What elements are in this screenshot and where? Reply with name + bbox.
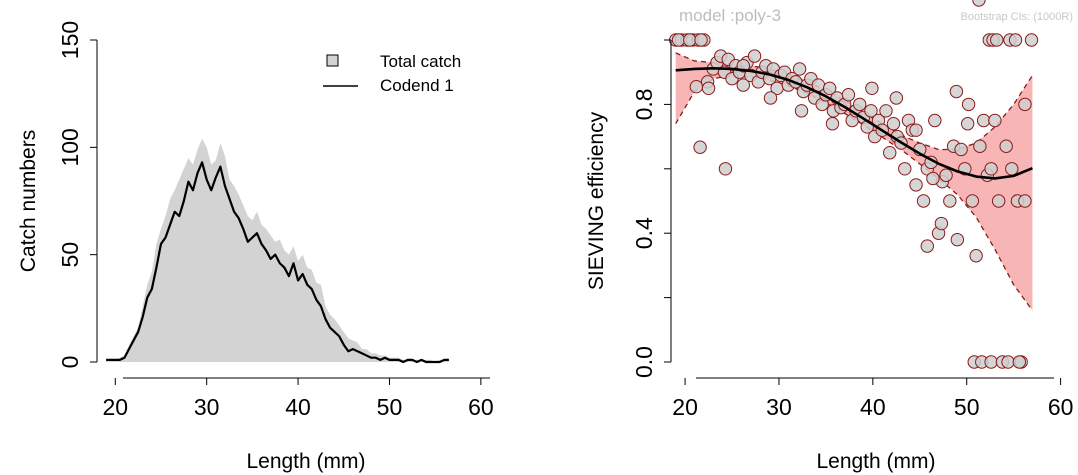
right-y-tick-label: 0.4: [631, 217, 657, 249]
data-point: [926, 171, 940, 186]
right-x-tick-label: 50: [954, 394, 980, 420]
data-point: [825, 117, 840, 131]
data-point: [928, 113, 942, 128]
data-point: [969, 249, 983, 263]
left-y-axis-title: Catch numbers: [17, 130, 40, 272]
data-point: [865, 81, 879, 96]
right-bootstrap-note: Bootstrap CIs: (1000R): [961, 11, 1074, 23]
data-point: [701, 81, 716, 96]
right-x-tick-label: 30: [766, 394, 792, 420]
data-point: [916, 194, 931, 208]
data-point: [909, 178, 923, 192]
right-y-tick-label: 0.8: [631, 88, 657, 120]
data-point: [889, 91, 904, 105]
left-x-axis-title: Length (mm): [246, 450, 365, 473]
data-point: [991, 194, 1006, 208]
left-y-tick-label: 150: [57, 21, 83, 59]
data-point: [973, 139, 987, 153]
data-point: [934, 216, 949, 231]
legend-label-codend-1: Codend 1: [380, 76, 454, 95]
data-point: [939, 168, 953, 182]
data-point: [1012, 355, 1027, 369]
data-point: [792, 62, 807, 76]
data-point: [671, 33, 686, 47]
data-point: [961, 97, 976, 112]
data-point: [965, 194, 980, 208]
data-point: [949, 84, 964, 99]
data-point: [883, 146, 897, 160]
data-point: [972, 0, 986, 7]
right-plot-area: [668, 0, 1039, 369]
left-y-tick-label: 50: [57, 242, 83, 268]
left-legend: Total catch Codend 1: [323, 52, 461, 95]
total-catch-area: [106, 138, 449, 362]
data-point: [976, 113, 991, 128]
data-point: [886, 117, 901, 131]
data-point: [950, 232, 965, 247]
left-x-tick-label: 20: [102, 394, 128, 420]
data-point: [988, 113, 1002, 128]
right-ticks: 20 30 40 50 60 0.0 0.4 0.8: [631, 39, 1074, 420]
left-chart: 20 30 40 50 60 0 50 100 150 Catch numbers Length…: [17, 21, 494, 473]
data-point: [736, 78, 750, 92]
data-point: [763, 91, 778, 105]
left-axes: [96, 40, 490, 379]
data-point: [841, 88, 856, 102]
data-point: [683, 33, 697, 47]
left-x-tick-label: 60: [468, 394, 494, 420]
right-x-tick-label: 40: [860, 394, 886, 420]
right-x-tick-label: 60: [1048, 394, 1074, 420]
codend-1-line: [106, 161, 449, 364]
right-x-axis-title: Length (mm): [816, 450, 935, 473]
left-ticks: 20 30 40 50 60 0 50 100 150: [57, 21, 494, 420]
right-y-tick-label: 0.0: [631, 346, 657, 378]
ci-upper-line: [675, 52, 1033, 151]
right-model-note: model :poly-3: [679, 6, 781, 25]
data-point: [794, 104, 809, 118]
data-point: [822, 81, 837, 96]
right-y-axis-title: SIEVING efficiency: [585, 111, 608, 290]
data-point: [853, 97, 867, 112]
right-chart: 20 30 40 50 60 0.0 0.4 0.8 SIEVING efficiency L…: [585, 0, 1073, 473]
data-point: [920, 239, 934, 253]
data-point: [1001, 355, 1015, 369]
left-y-tick-label: 100: [57, 128, 83, 166]
data-point: [984, 162, 998, 176]
data-point: [718, 162, 733, 176]
data-point: [1024, 33, 1039, 47]
left-x-tick-label: 50: [377, 394, 403, 420]
legend-label-total-catch: Total catch: [380, 52, 461, 71]
fit-curve: [675, 67, 1033, 180]
data-point: [909, 123, 923, 137]
data-point: [960, 117, 975, 131]
data-point: [943, 194, 957, 208]
data-point: [693, 140, 707, 154]
data-point: [879, 104, 893, 118]
data-point: [898, 162, 912, 176]
data-point: [954, 142, 968, 157]
data-point: [689, 79, 704, 94]
data-point: [694, 33, 708, 47]
data-point: [999, 139, 1013, 153]
legend-swatch-total-catch: [326, 54, 339, 67]
data-point: [984, 355, 998, 369]
data-point: [990, 33, 1004, 47]
left-x-tick-label: 30: [194, 394, 220, 420]
data-point: [1005, 162, 1019, 176]
right-axes: [670, 40, 1054, 379]
data-point: [1008, 33, 1023, 47]
data-point: [864, 104, 878, 118]
left-plot-area: [106, 138, 449, 364]
data-point: [1018, 194, 1032, 208]
left-x-tick-label: 40: [285, 394, 311, 420]
data-point: [747, 49, 762, 63]
data-point: [1018, 97, 1032, 112]
right-x-tick-label: 20: [672, 394, 698, 420]
left-y-tick-label: 0: [57, 356, 83, 369]
